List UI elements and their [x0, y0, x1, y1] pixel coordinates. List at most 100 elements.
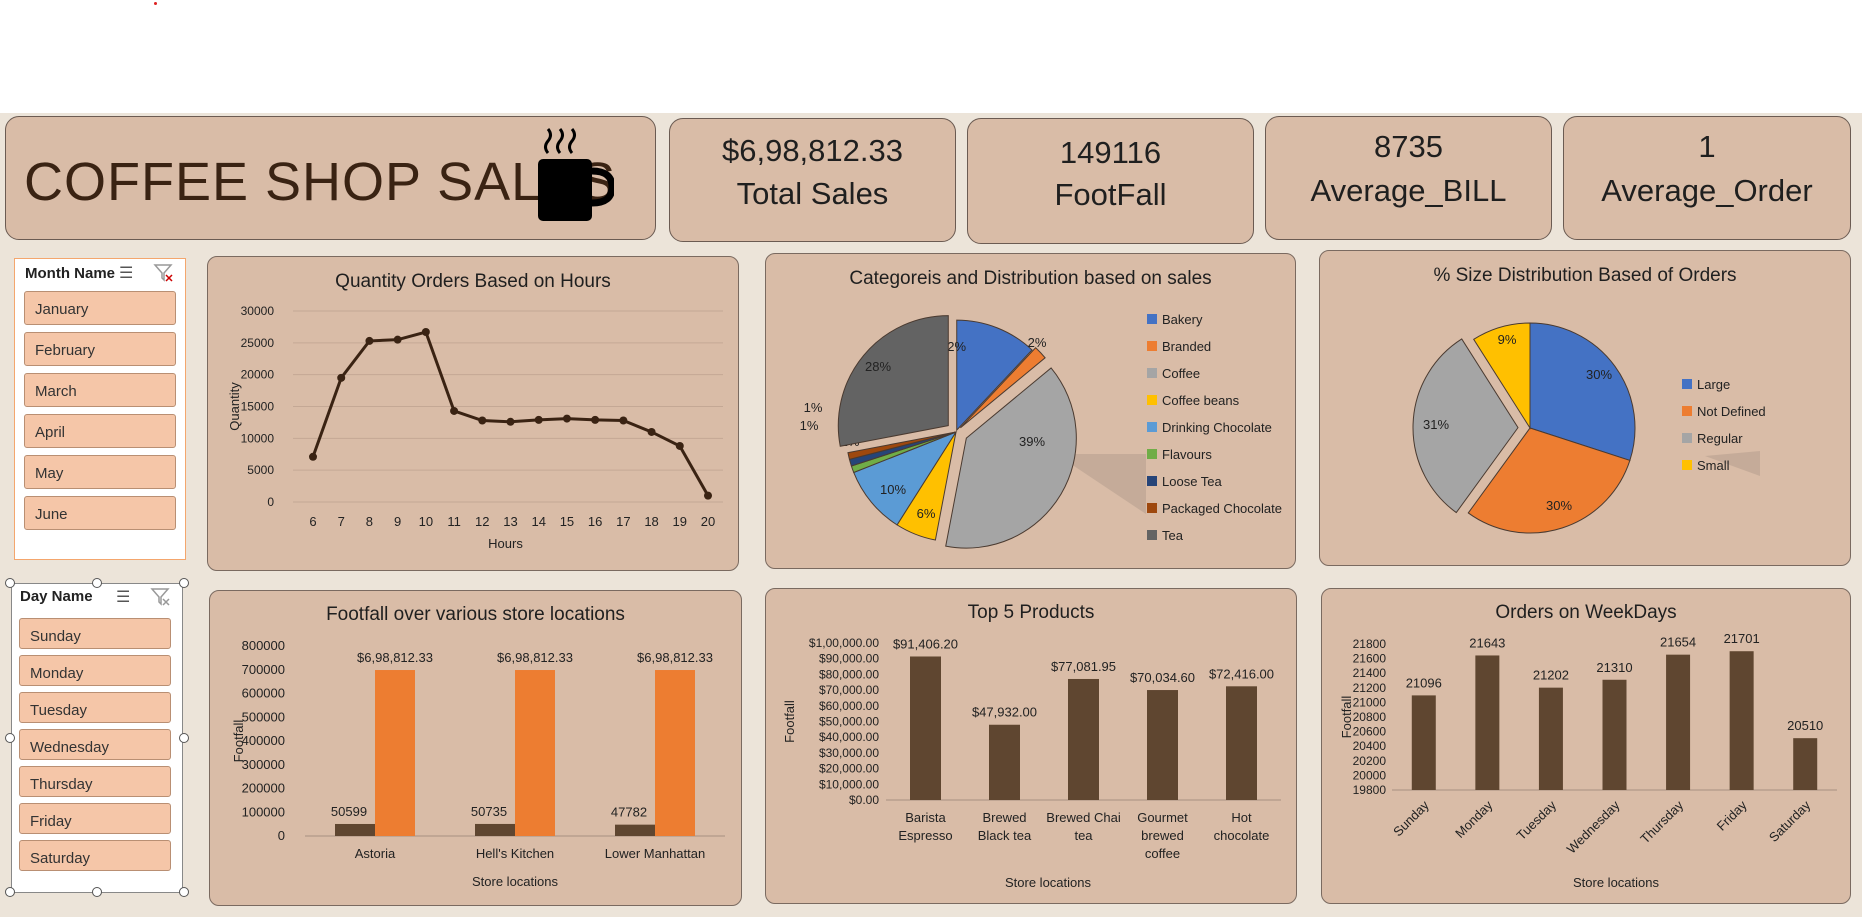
resize-handle[interactable]	[179, 887, 189, 897]
y-tick-label: 30000	[241, 304, 275, 318]
y-tick-label: $80,000.00	[819, 667, 879, 681]
legend-label: Not Defined	[1697, 404, 1766, 419]
legend-label: Bakery	[1162, 312, 1203, 327]
data-label: 47782	[611, 805, 647, 820]
y-tick-label: $70,000.00	[819, 683, 879, 697]
resize-handle[interactable]	[5, 887, 15, 897]
pie-shadow	[1705, 451, 1760, 476]
multi-select-icon[interactable]: ☰	[119, 265, 134, 282]
kpi-label: Average_Order	[1601, 173, 1813, 208]
resize-handle[interactable]	[92, 578, 102, 588]
data-label: 50599	[331, 804, 367, 819]
panel-top5[interactable]: Top 5 Products $0.00 $10,000.00 $20,000.00…	[765, 588, 1297, 904]
data-label: 21096	[1406, 675, 1442, 690]
slicer-item-wednesday[interactable]: Wednesday	[19, 729, 171, 760]
multi-select-icon[interactable]: ☰	[116, 589, 131, 606]
data-point	[365, 336, 374, 345]
data-point	[309, 452, 317, 461]
slicer-item-june[interactable]: June	[24, 496, 176, 530]
slicer-item-april[interactable]: April	[24, 414, 176, 448]
y-tick-label: $60,000.00	[819, 699, 879, 713]
legend-swatch	[1147, 341, 1157, 351]
panel-size[interactable]: % Size Distribution Based of Orders 30% 3…	[1319, 250, 1851, 566]
panel-hours[interactable]: Quantity Orders Based on Hours 0 5000 1000…	[207, 256, 739, 571]
y-tick-label: 800000	[242, 638, 285, 653]
resize-handle[interactable]	[179, 578, 189, 588]
resize-handle[interactable]	[5, 733, 15, 743]
resize-handle[interactable]	[92, 887, 102, 897]
clear-filter-icon[interactable]	[150, 586, 170, 611]
x-tick-label: coffee	[1145, 846, 1180, 861]
y-tick-label: 20000	[1353, 768, 1387, 782]
x-tick-label: 19	[673, 514, 687, 529]
legend-swatch	[1147, 530, 1157, 540]
kpi-label: Total Sales	[736, 176, 889, 211]
x-tick-label: Brewed	[982, 810, 1026, 825]
panel-weekdays[interactable]: Orders on WeekDays 19800 20000 20200 20400 2…	[1321, 588, 1851, 904]
pie-slice	[847, 431, 957, 460]
bar	[1729, 651, 1754, 790]
clear-filter-icon[interactable]	[153, 262, 173, 287]
y-tick-label: $90,000.00	[819, 652, 879, 666]
legend-label: Drinking Chocolate	[1162, 420, 1272, 435]
x-tick-label: Wednesday	[1564, 797, 1623, 856]
y-axis-label: Footfall	[782, 700, 797, 743]
data-label: $6,98,812.33	[357, 650, 433, 665]
x-axis-label: Store locations	[1005, 875, 1091, 890]
data-label: $77,081.95	[1051, 659, 1116, 674]
y-axis-label: Footfall	[1339, 696, 1354, 739]
pie-slice	[1529, 322, 1636, 462]
kpi-footfall: 149116 FootFall	[967, 118, 1254, 244]
kpi-label: FootFall	[1054, 177, 1167, 212]
legend-label: Flavours	[1162, 447, 1212, 462]
x-tick-label: Gourmet	[1137, 810, 1188, 825]
slicer-item-february[interactable]: February	[24, 332, 176, 366]
data-label: 30%	[1586, 367, 1612, 382]
y-tick-label: 21800	[1353, 637, 1387, 651]
data-label: $72,416.00	[1209, 666, 1274, 681]
day-slicer[interactable]: Day Name ☰ Sunday Monday Tuesday Wednesd…	[11, 583, 183, 893]
data-point	[337, 373, 346, 382]
y-axis-label: Footfall	[231, 720, 246, 763]
slicer-item-thursday[interactable]: Thursday	[19, 766, 171, 797]
x-tick-label: 13	[503, 514, 517, 529]
resize-handle[interactable]	[5, 578, 15, 588]
data-label: 21701	[1724, 631, 1760, 646]
x-axis-label: Hours	[488, 536, 523, 551]
weekdays-bar-chart: 1980020000202002040020600208002100021200…	[1339, 631, 1837, 890]
pie-slice	[1412, 338, 1519, 514]
data-point	[478, 416, 487, 425]
hours-line-chart: 0 5000 10000 15000 20000 25000 30000 6 7 8 9 10 11 12…	[227, 304, 723, 551]
pie-shadow	[1056, 454, 1146, 514]
data-label: 1%	[800, 418, 819, 433]
slicer-item-march[interactable]: March	[24, 373, 176, 407]
kpi-label: Average_BILL	[1310, 173, 1507, 208]
legend-label: Loose Tea	[1162, 474, 1223, 489]
panel-footfall[interactable]: Footfall over various store locations 0 1…	[209, 590, 742, 906]
y-tick-label: 5000	[247, 463, 274, 477]
slicer-item-sunday[interactable]: Sunday	[19, 618, 171, 649]
slicer-item-friday[interactable]: Friday	[19, 803, 171, 834]
bar	[655, 670, 695, 836]
footfall-bar-chart: 0 100000 200000 300000 400000 500000 600000 700…	[231, 638, 725, 889]
data-label: 20510	[1787, 718, 1823, 733]
page-title: COFFEE SHOP SALES	[24, 152, 617, 212]
slicer-item-january[interactable]: January	[24, 291, 176, 325]
panel-categories[interactable]: Categoreis and Distribution based on sal…	[765, 253, 1296, 569]
y-tick-label: 20600	[1353, 725, 1387, 739]
size-pie-chart: 30% 30% 31% 9% Large Not Defined Regular Small	[1412, 322, 1766, 534]
x-tick-label: 20	[701, 514, 715, 529]
y-tick-label: $20,000.00	[819, 762, 879, 776]
slicer-item-saturday[interactable]: Saturday	[19, 840, 171, 871]
slicer-item-may[interactable]: May	[24, 455, 176, 489]
legend-label: Small	[1697, 458, 1730, 473]
data-point	[647, 427, 656, 436]
x-tick-label: Espresso	[898, 828, 952, 843]
chart-title: Footfall over various store locations	[326, 604, 625, 625]
resize-handle[interactable]	[179, 733, 189, 743]
bar	[910, 656, 941, 800]
legend-swatch	[1682, 379, 1692, 389]
chart-title: Categoreis and Distribution based on sal…	[849, 268, 1212, 289]
slicer-item-tuesday[interactable]: Tuesday	[19, 692, 171, 723]
slicer-item-monday[interactable]: Monday	[19, 655, 171, 686]
